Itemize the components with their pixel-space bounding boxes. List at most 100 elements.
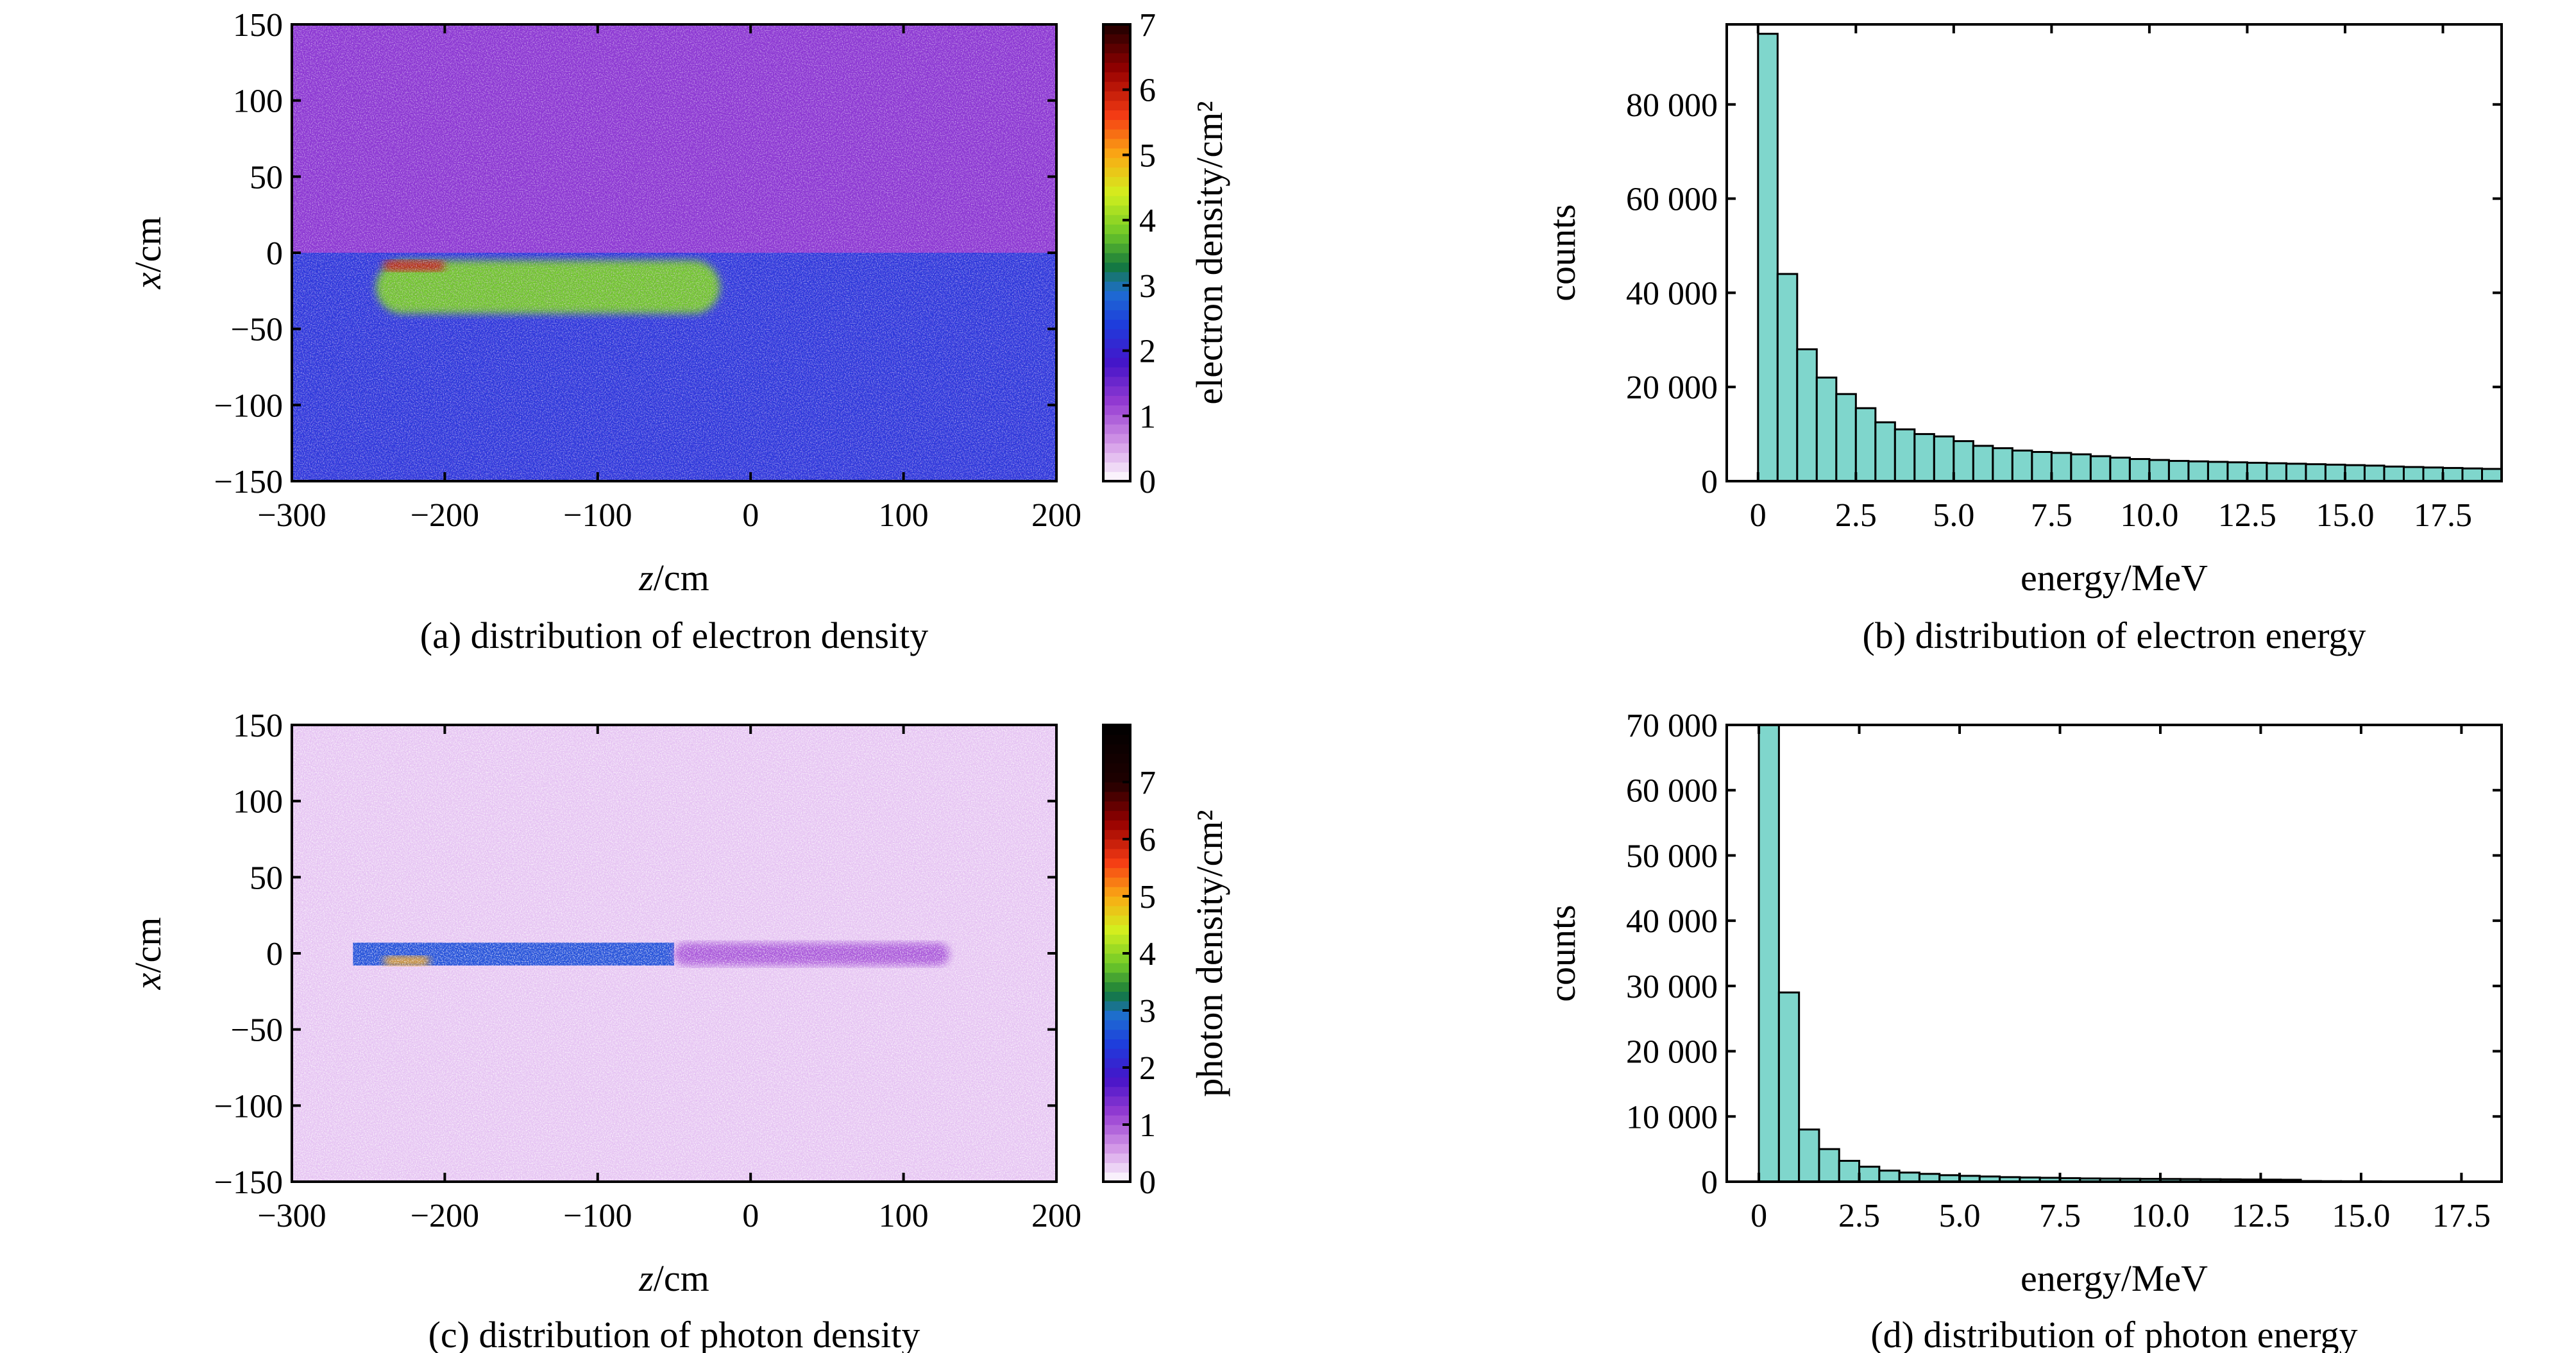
colorbar-segment [1103, 395, 1130, 405]
histogram-bar [2128, 458, 2151, 482]
heatmap-speckle-dark [292, 24, 1056, 481]
electron-energy-y-ticks: 0 20 000 40 000 60 000 80 000 [1626, 87, 2502, 500]
colorbar-segment [1103, 186, 1130, 196]
colorbar-segment [1103, 1086, 1130, 1097]
panel-photon-energy: 0 2.5 5.0 7.5 10.0 12.5 15.0 17.5 0 10 000 20 000… [1541, 708, 2503, 1353]
colorbar-frame [1102, 23, 1131, 482]
colorbar-segment [1103, 319, 1130, 330]
colorbar-segment [1103, 763, 1130, 773]
electron-density-x-axis-label: z/cm [638, 557, 709, 599]
colorbar-segment [1103, 725, 1130, 735]
colorbar-segment [1103, 24, 1130, 35]
x-tick-label: 5.0 [1939, 1198, 1981, 1234]
photon-density-y-axis-label: x/cm [127, 917, 169, 991]
colorbar-segment [1103, 820, 1130, 830]
colorbar-segment [1103, 982, 1130, 992]
electron-energy-caption: (b) distribution of electron energy [1863, 615, 2366, 656]
colorbar-segment [1103, 753, 1130, 763]
panel-electron-density: −300 −200 −100 0 100 200 150100500−50−100−150… [127, 7, 1230, 656]
histogram-bar [2363, 464, 2385, 482]
x-tick-label: 0 [742, 1198, 759, 1234]
histogram-bar [1894, 428, 1916, 482]
colorbar-segment [1103, 43, 1130, 54]
colorbar-segment [1103, 119, 1130, 130]
colorbar-segment [1103, 1039, 1130, 1049]
colorbar-segment [1103, 253, 1130, 263]
histogram-bar [2167, 459, 2190, 482]
x-tick-label: 0 [1750, 1198, 1767, 1234]
histogram-bar [1815, 377, 1838, 482]
colorbar-segment [1103, 1134, 1130, 1145]
photon-energy-y-axis-label: counts [1541, 905, 1583, 1001]
y-tick-label: 80 000 [1626, 87, 1718, 124]
y-tick-label: 20 000 [1626, 1034, 1718, 1071]
histogram-bar [1858, 1166, 1881, 1183]
histogram-bar [1798, 1128, 1820, 1183]
colorbar-segment [1103, 234, 1130, 244]
histogram-bar [2480, 468, 2503, 482]
y-tick-label: 70 000 [1626, 708, 1718, 744]
y-tick-label: 50 [250, 159, 283, 196]
x-tick-label: 0 [1750, 497, 1767, 534]
photon-density-caption: (c) distribution of photon density [428, 1314, 920, 1353]
colorbar-segment [1103, 338, 1130, 348]
colorbar-segment [1103, 1125, 1130, 1135]
histogram-bar [1757, 33, 1779, 482]
histogram-bar [2402, 466, 2425, 482]
histogram-bar [2305, 463, 2326, 482]
histogram-bar [2461, 467, 2483, 482]
colorbar-segment [1103, 357, 1130, 368]
y-tick-label: 150 [233, 708, 283, 744]
colorbar-segment [1103, 896, 1130, 906]
colorbar-segment [1103, 877, 1130, 887]
histogram-bar [1972, 445, 1994, 482]
x-tick-label: 7.5 [2039, 1198, 2081, 1234]
y-tick-label: −50 [231, 312, 283, 348]
colorbar-tick-label: 4 [1139, 203, 1156, 239]
histogram-bar [2031, 450, 2053, 482]
colorbar-tick-label: 1 [1139, 1107, 1156, 1144]
x-tick-label: −300 [257, 497, 326, 534]
colorbar-segment [1103, 405, 1130, 415]
y-tick-label: 150 [233, 7, 283, 44]
colorbar-segment [1103, 90, 1130, 101]
x-tick-label: 200 [1031, 1198, 1081, 1234]
histogram-bar [1835, 393, 1857, 482]
colorbar-tick-label: 3 [1139, 268, 1156, 305]
colorbar-segment [1103, 281, 1130, 291]
y-tick-label: −100 [214, 387, 283, 424]
photon-density-x-axis-label: z/cm [638, 1257, 709, 1299]
colorbar-segment [1103, 243, 1130, 253]
colorbar-segment [1103, 810, 1130, 821]
photon-energy-x-axis-label: energy/MeV [2021, 1257, 2208, 1299]
colorbar-segment [1103, 962, 1130, 973]
colorbar-segment [1103, 310, 1130, 320]
colorbar-segment [1103, 129, 1130, 139]
colorbar-tick-label: 4 [1139, 936, 1156, 973]
histogram-bar [2050, 452, 2072, 482]
colorbar-segment [1103, 934, 1130, 944]
photon-density-colorbar: 0 1 2 3 4 5 6 7 [1102, 724, 1156, 1201]
electron-density-colorbar: 0 1 2 3 4 5 6 7 [1102, 7, 1156, 500]
histogram-bar [2109, 456, 2131, 482]
histogram-bar [1898, 1171, 1920, 1183]
y-tick-label: 100 [233, 784, 283, 821]
histogram-bar [2070, 453, 2092, 482]
colorbar-segment [1103, 839, 1130, 849]
x-tick-label: 17.5 [2432, 1198, 2491, 1234]
colorbar-segment [1103, 224, 1130, 234]
y-tick-label: 40 000 [1626, 275, 1718, 312]
y-tick-label: 40 000 [1626, 903, 1718, 940]
photon-density-y-ticks: 150 100 50 0 −50 −100 −150 [214, 708, 1056, 1201]
colorbar-segment [1103, 1029, 1130, 1040]
y-tick-label: 0 [1701, 1164, 1718, 1201]
histogram-bar [1818, 1148, 1840, 1183]
colorbar-segment [1103, 176, 1130, 187]
colorbar-segment [1103, 1058, 1130, 1068]
photon-energy-caption: (d) distribution of photon energy [1870, 1314, 2357, 1353]
histogram-bar [2324, 463, 2346, 482]
colorbar-segment [1103, 328, 1130, 339]
colorbar-segment [1103, 262, 1130, 273]
x-tick-label: 100 [879, 497, 929, 534]
